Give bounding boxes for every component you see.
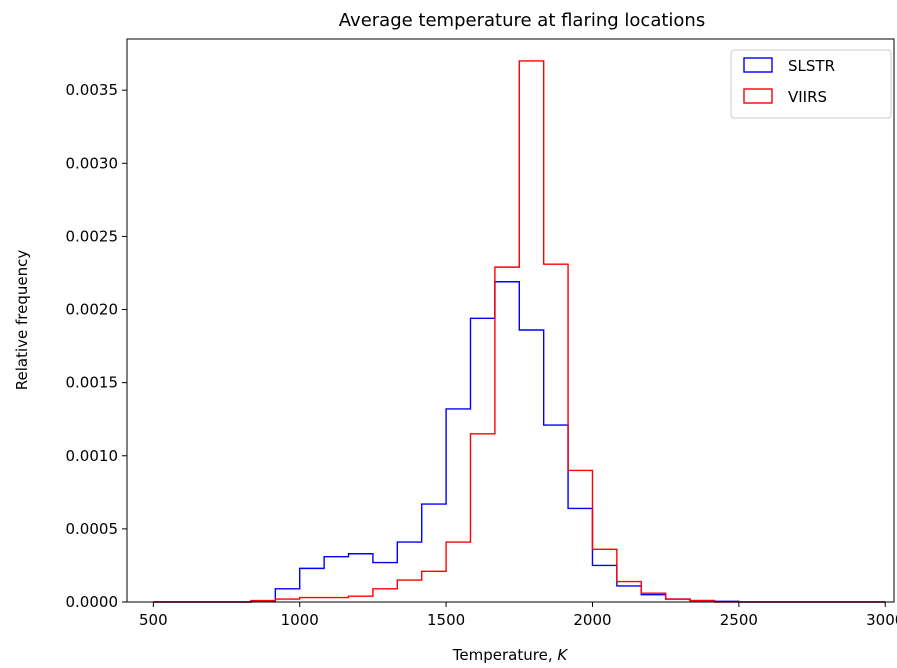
y-tick-label: 0.0010: [66, 447, 119, 465]
plot-frame: [126, 38, 895, 603]
x-tick-label: 2500: [720, 611, 758, 629]
y-tick-label: 0.0020: [66, 301, 119, 319]
chart-title: Average temperature at flaring locations: [339, 10, 705, 31]
legend-swatch-slstr: [743, 57, 773, 73]
y-tick-label: 0.0035: [66, 81, 119, 99]
y-tick-label: 0.0025: [66, 227, 119, 245]
x-tick-label: 2000: [573, 611, 611, 629]
y-axis-label: Relative frequency: [13, 250, 31, 391]
legend-swatch-viirs: [743, 88, 773, 104]
legend: SLSTR VIIRS: [730, 49, 892, 119]
legend-label-viirs: VIIRS: [788, 88, 827, 106]
x-tick-label: 500: [139, 611, 168, 629]
series-layer: [153, 60, 886, 603]
series-viirs-step: [153, 60, 886, 603]
x-tick-label: 1500: [427, 611, 465, 629]
y-tick-label: 0.0000: [66, 593, 119, 611]
legend-frame: [730, 49, 892, 119]
y-tick-label: 0.0030: [66, 154, 119, 172]
y-axis-ticks: 0.0000 0.0005 0.0010 0.0015 0.0020 0.0025 0.00…: [66, 81, 127, 611]
x-tick-label: 1000: [281, 611, 319, 629]
series-slstr-step: [153, 281, 886, 603]
y-tick-label: 0.0005: [66, 520, 119, 538]
legend-label-slstr: SLSTR: [788, 57, 835, 75]
y-tick-label: 0.0015: [66, 374, 119, 392]
x-axis-label: Temperature, K: [452, 646, 569, 664]
